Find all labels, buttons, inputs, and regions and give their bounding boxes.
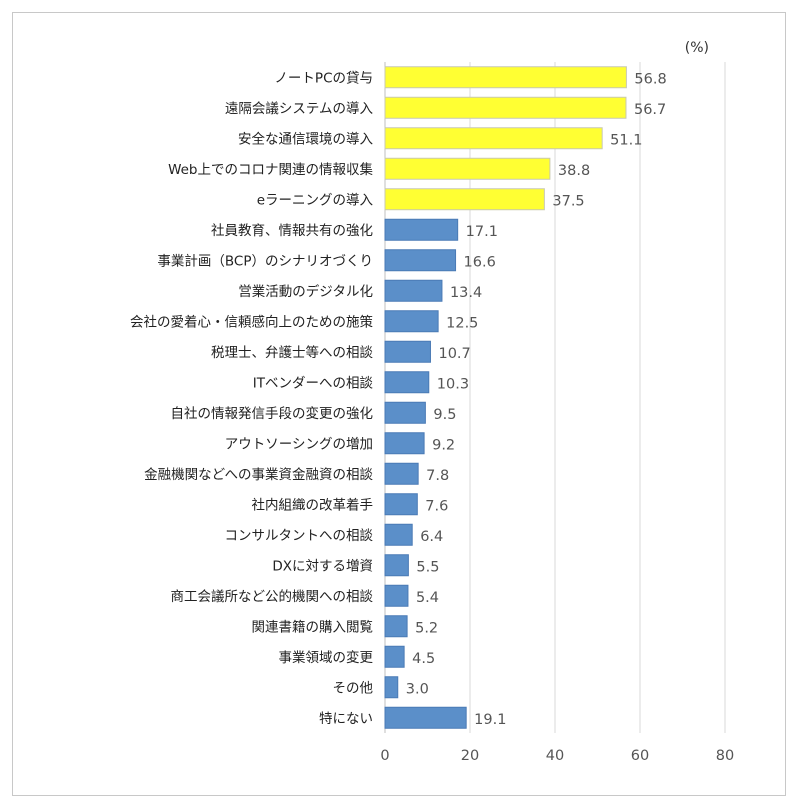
value-label: 13.4 — [450, 285, 482, 301]
value-label: 51.1 — [610, 132, 642, 148]
value-label: 5.5 — [416, 559, 439, 575]
category-label: 遠隔会議システムの導入 — [225, 100, 374, 117]
value-label: 56.7 — [634, 102, 666, 118]
value-label: 5.2 — [415, 620, 438, 636]
category-label: ノートPCの貸与 — [274, 70, 373, 86]
bar — [384, 584, 409, 607]
value-label: 38.8 — [558, 163, 590, 179]
value-label: 6.4 — [420, 529, 443, 545]
category-label: その他 — [333, 680, 374, 696]
category-label: 特にない — [319, 711, 373, 727]
category-label: アウトソーシングの増加 — [225, 436, 373, 452]
bar — [384, 218, 459, 241]
category-label: 自社の情報発信手段の変更の強化 — [171, 405, 374, 422]
bar — [384, 188, 545, 211]
bar — [384, 340, 431, 363]
category-label: 事業計画（BCP）のシナリオづくり — [157, 253, 373, 269]
unit-label: (%) — [685, 40, 709, 56]
bar — [384, 432, 425, 455]
chart-frame — [12, 12, 786, 796]
bar — [384, 127, 603, 150]
value-label: 19.1 — [474, 712, 506, 728]
value-label: 9.2 — [432, 437, 455, 453]
bar — [384, 462, 419, 485]
value-label: 3.0 — [406, 681, 429, 697]
bar — [384, 615, 408, 638]
bar — [384, 645, 405, 668]
x-tick-label: 80 — [716, 748, 734, 764]
value-label: 9.5 — [433, 407, 456, 423]
value-label: 10.7 — [438, 346, 470, 362]
bar — [384, 279, 443, 302]
bar — [384, 523, 413, 546]
bar — [384, 371, 430, 394]
category-label: 安全な通信環境の導入 — [238, 130, 373, 147]
category-label: 関連書籍の購入閲覧 — [252, 618, 374, 635]
category-label: ITベンダーへの相談 — [253, 375, 374, 391]
category-label: 事業領域の変更 — [279, 649, 374, 666]
value-label: 10.3 — [437, 376, 469, 392]
category-label: 営業活動のデジタル化 — [238, 283, 373, 300]
bar — [384, 249, 457, 272]
bar — [384, 66, 627, 89]
x-tick-label: 20 — [461, 748, 479, 764]
bar — [384, 96, 627, 119]
bar — [384, 493, 418, 516]
category-label: 金融機関などへの事業資金融資の相談 — [144, 467, 373, 483]
value-label: 56.8 — [634, 71, 666, 87]
category-label: コンサルタントへの相談 — [225, 528, 374, 544]
value-label: 5.4 — [416, 590, 439, 606]
value-label: 7.8 — [426, 468, 449, 484]
category-label: 会社の愛着心・信頼感向上のための施策 — [130, 313, 373, 330]
value-label: 16.6 — [464, 254, 496, 270]
category-label: 社内組織の改革着手 — [252, 496, 374, 513]
bar — [384, 706, 467, 729]
bar — [384, 401, 426, 424]
x-tick-label: 0 — [380, 748, 389, 764]
category-label: 社員教育、情報共有の強化 — [211, 223, 373, 239]
category-label: Web上でのコロナ関連の情報収集 — [168, 162, 373, 178]
category-label: DXに対する増資 — [272, 558, 373, 574]
x-tick-label: 60 — [631, 748, 649, 764]
value-label: 12.5 — [446, 315, 478, 331]
bar — [384, 310, 439, 333]
category-label: 税理士、弁護士等への相談 — [211, 344, 373, 361]
bar — [384, 554, 409, 577]
value-label: 7.6 — [425, 498, 448, 514]
category-label: eラーニングの導入 — [257, 192, 374, 208]
bar — [384, 157, 551, 180]
x-tick-label: 40 — [546, 748, 564, 764]
bar — [384, 676, 399, 699]
value-label: 4.5 — [412, 651, 435, 667]
value-label: 37.5 — [552, 193, 584, 209]
category-label: 商工会議所など公的機関への相談 — [171, 588, 374, 605]
value-label: 17.1 — [466, 224, 498, 240]
